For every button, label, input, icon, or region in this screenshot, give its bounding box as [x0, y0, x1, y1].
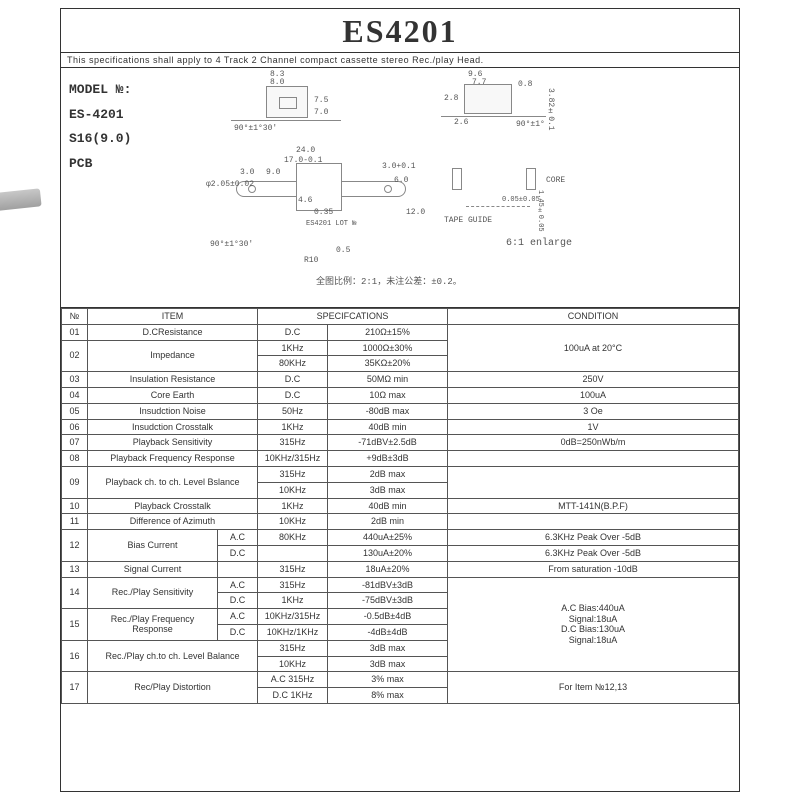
model-label: MODEL №: [69, 78, 198, 103]
scale-note: 全图比例：2:1，未注公差：±0.2。 [316, 274, 462, 287]
model-line-3: PCB [69, 152, 198, 177]
col-item: ITEM [88, 309, 258, 325]
subtitle: This specifications shall apply to 4 Tra… [61, 52, 739, 68]
col-no: № [62, 309, 88, 325]
table-header-row: № ITEM SPECIFCATIONS CONDITION [62, 309, 739, 325]
page-title: ES4201 [61, 13, 739, 50]
model-line-2: S16(9.0) [69, 127, 198, 152]
table-row: 01D.CResistanceD.C210Ω±15%100uA at 20°C [62, 324, 739, 340]
table-row: 10Playback Crosstalk1KHz40dB minMTT-141N… [62, 498, 739, 514]
table-row: 04Core EarthD.C10Ω max100uA [62, 387, 739, 403]
upper-section: MODEL №: ES-4201 S16(9.0) PCB 8.3 8.0 7.… [61, 68, 739, 308]
model-box: MODEL №: ES-4201 S16(9.0) PCB [61, 68, 206, 307]
table-row: 12Bias CurrentA.C80KHz440uA±25%6.3KHz Pe… [62, 530, 739, 546]
col-cond: CONDITION [448, 309, 739, 325]
model-line-1: ES-4201 [69, 103, 198, 128]
technical-drawing: 8.3 8.0 7.5 7.0 90°±1°30' 9.6 7.7 0.8 2.… [206, 68, 739, 307]
datasheet: ES4201 This specifications shall apply t… [60, 8, 740, 792]
table-row: 08Playback Frequency Response10KHz/315Hz… [62, 451, 739, 467]
header: ES4201 [61, 9, 739, 52]
table-row: 05Insudction Noise50Hz-80dB max3 Oe [62, 403, 739, 419]
view-top [266, 86, 308, 118]
spec-table: № ITEM SPECIFCATIONS CONDITION 01D.CResi… [61, 308, 739, 704]
table-row: 14Rec./Play SensitivityA.C315Hz-81dBV±3d… [62, 577, 739, 593]
table-row: 13Signal Current315Hz18uA±20%From satura… [62, 561, 739, 577]
table-row: 11Difference of Azimuth10KHz2dB min [62, 514, 739, 530]
table-row: 17Rec/Play DistortionA.C 315Hz3% maxFor … [62, 672, 739, 688]
table-row: 06Insudction Crosstalk1KHz40dB min1V [62, 419, 739, 435]
table-row: 07Playback Sensitivity315Hz-71dBV±2.5dB0… [62, 435, 739, 451]
table-row: 03Insulation ResistanceD.C50MΩ min250V [62, 372, 739, 388]
col-spec: SPECIFCATIONS [258, 309, 448, 325]
product-photo [0, 129, 46, 229]
view-top-right [464, 84, 512, 114]
table-row: 09Playback ch. to ch. Level Bslance315Hz… [62, 466, 739, 482]
